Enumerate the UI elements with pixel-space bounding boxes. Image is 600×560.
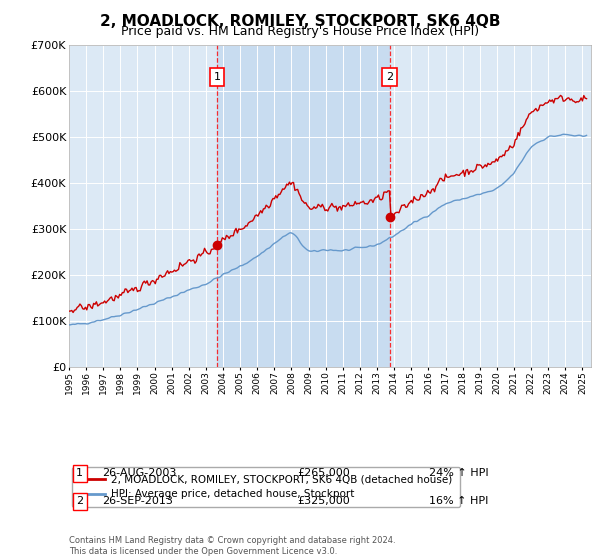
Text: 1: 1 xyxy=(214,72,221,82)
Bar xyxy=(217,45,389,367)
Text: 24% ↑ HPI: 24% ↑ HPI xyxy=(429,468,488,478)
Text: Contains HM Land Registry data © Crown copyright and database right 2024.
This d: Contains HM Land Registry data © Crown c… xyxy=(69,536,395,556)
Text: 1: 1 xyxy=(76,468,83,478)
Text: 16% ↑ HPI: 16% ↑ HPI xyxy=(429,496,488,506)
Legend: 2, MOADLOCK, ROMILEY, STOCKPORT, SK6 4QB (detached house), HPI: Average price, d: 2, MOADLOCK, ROMILEY, STOCKPORT, SK6 4QB… xyxy=(71,467,460,507)
Text: £265,000: £265,000 xyxy=(297,468,350,478)
Text: 2, MOADLOCK, ROMILEY, STOCKPORT, SK6 4QB: 2, MOADLOCK, ROMILEY, STOCKPORT, SK6 4QB xyxy=(100,14,500,29)
Text: 26-SEP-2013: 26-SEP-2013 xyxy=(102,496,173,506)
Text: Price paid vs. HM Land Registry's House Price Index (HPI): Price paid vs. HM Land Registry's House … xyxy=(121,25,479,38)
Text: 26-AUG-2003: 26-AUG-2003 xyxy=(102,468,176,478)
Text: £325,000: £325,000 xyxy=(297,496,350,506)
Text: 2: 2 xyxy=(386,72,393,82)
Text: 2: 2 xyxy=(76,496,83,506)
